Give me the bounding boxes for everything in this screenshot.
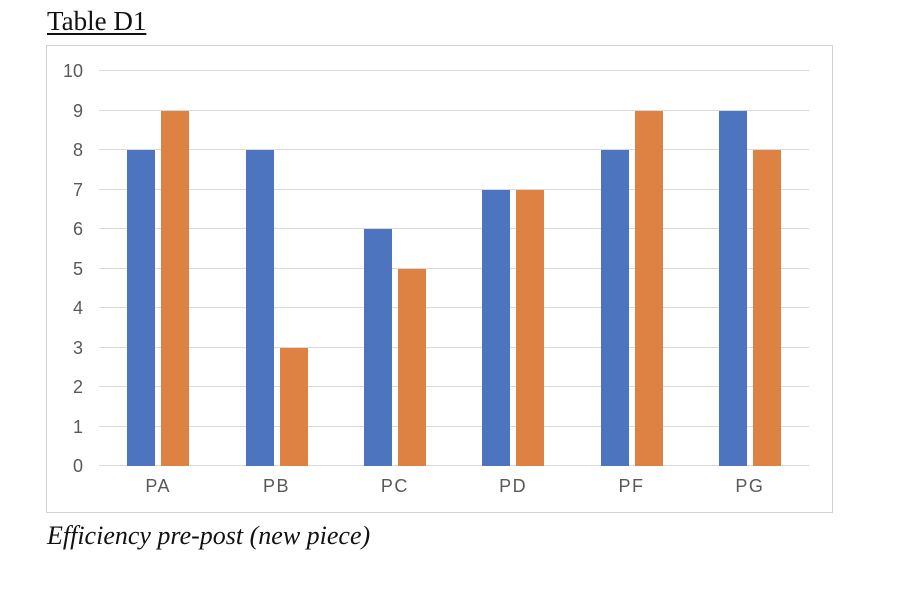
chart-caption: Efficiency pre-post (new piece) <box>47 521 371 550</box>
gridline <box>99 149 809 150</box>
y-tick-label: 0 <box>72 456 83 476</box>
bar-pre-PD <box>482 189 511 466</box>
gridline <box>99 386 809 387</box>
bar-pre-PF <box>600 150 629 466</box>
gridline <box>99 70 809 71</box>
x-category-label: PF <box>618 476 645 496</box>
x-category-label: PG <box>735 476 765 496</box>
bar-group-PC <box>363 71 426 466</box>
bar-pre-PA <box>127 150 156 466</box>
gridline <box>99 267 809 269</box>
bar-group-PF <box>600 71 663 466</box>
y-tick-label: 9 <box>72 100 83 121</box>
x-category-label: PB <box>262 476 291 496</box>
bar-post-PB <box>279 347 308 466</box>
x-category-label: PA <box>145 476 171 496</box>
y-tick-label: 8 <box>72 140 83 160</box>
chart-frame: 0 1 2 3 4 5 6 7 8 9 10 PA PB PC PD PF PG <box>46 45 833 513</box>
bar-group-PA <box>127 71 190 466</box>
gridline <box>99 307 809 308</box>
x-category-label: PD <box>499 476 528 496</box>
gridline <box>99 228 809 229</box>
bar-post-PC <box>397 268 426 466</box>
y-tick-label: 1 <box>72 416 83 437</box>
bar-group-PG <box>718 71 781 466</box>
bar-pre-PC <box>363 229 392 466</box>
gridline <box>99 346 809 348</box>
bar-pre-PG <box>718 110 747 466</box>
chart-title: Table D1 <box>47 6 147 36</box>
x-category-label: PC <box>380 476 409 496</box>
y-tick-label: 7 <box>72 179 83 200</box>
gridline <box>99 425 809 427</box>
gridline <box>99 465 809 466</box>
bar-group-PB <box>245 71 308 466</box>
y-tick-label: 6 <box>72 219 83 239</box>
y-tick-label: 3 <box>72 337 83 358</box>
gridline <box>99 109 809 111</box>
bar-post-PD <box>516 189 545 466</box>
y-tick-label: 2 <box>72 377 83 397</box>
bar-post-PF <box>634 110 663 466</box>
plot-area: 0 1 2 3 4 5 6 7 8 9 10 PA PB PC PD PF PG <box>63 61 809 496</box>
bar-pre-PB <box>245 150 274 466</box>
gridline <box>99 188 809 190</box>
bar-post-PG <box>752 150 781 466</box>
y-tick-label: 4 <box>72 298 83 318</box>
bar-group-PD <box>482 71 545 466</box>
y-tick-label: 10 <box>62 61 83 81</box>
y-tick-label: 5 <box>72 258 83 279</box>
bar-post-PA <box>161 110 190 466</box>
